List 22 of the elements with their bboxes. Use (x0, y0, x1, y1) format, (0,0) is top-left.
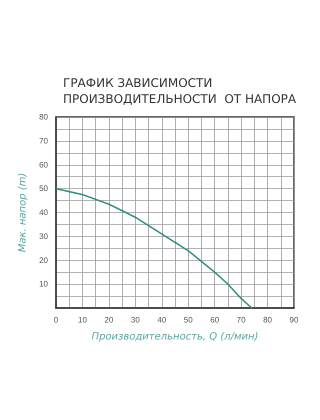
chart-title: ГРАФИК ЗАВИСИМОСТИ ПРОИЗВОДИТЕЛЬНОСТИ ОТ НАПОРА (63, 76, 297, 106)
y-tick-label: 10 (39, 280, 49, 289)
x-tick-label: 40 (157, 316, 167, 324)
y-tick-label: 40 (39, 208, 49, 217)
x-tick-label: 10 (78, 316, 88, 324)
y-axis-title: Мак. напор (m) (18, 172, 29, 252)
x-tick-label: 80 (263, 316, 273, 324)
y-tick-label: 60 (39, 160, 49, 170)
x-axis-title: Производительность, Q (л/мин) (92, 332, 258, 342)
x-tick-label: 20 (104, 316, 114, 324)
y-tick-label: 80 (39, 112, 49, 122)
y-tick-label: 30 (39, 232, 49, 241)
x-tick-label: 30 (130, 316, 140, 324)
x-tick-label: 70 (236, 316, 246, 324)
y-tick-label: 50 (39, 184, 49, 194)
x-tick-label: 50 (184, 316, 194, 324)
x-tick-label: 60 (210, 316, 220, 324)
x-tick-label: 0 (54, 316, 59, 324)
line-series (55, 188, 252, 309)
y-tick-label: 70 (39, 136, 49, 146)
x-tick-label: 90 (290, 316, 299, 324)
y-tick-label: 20 (39, 256, 49, 265)
